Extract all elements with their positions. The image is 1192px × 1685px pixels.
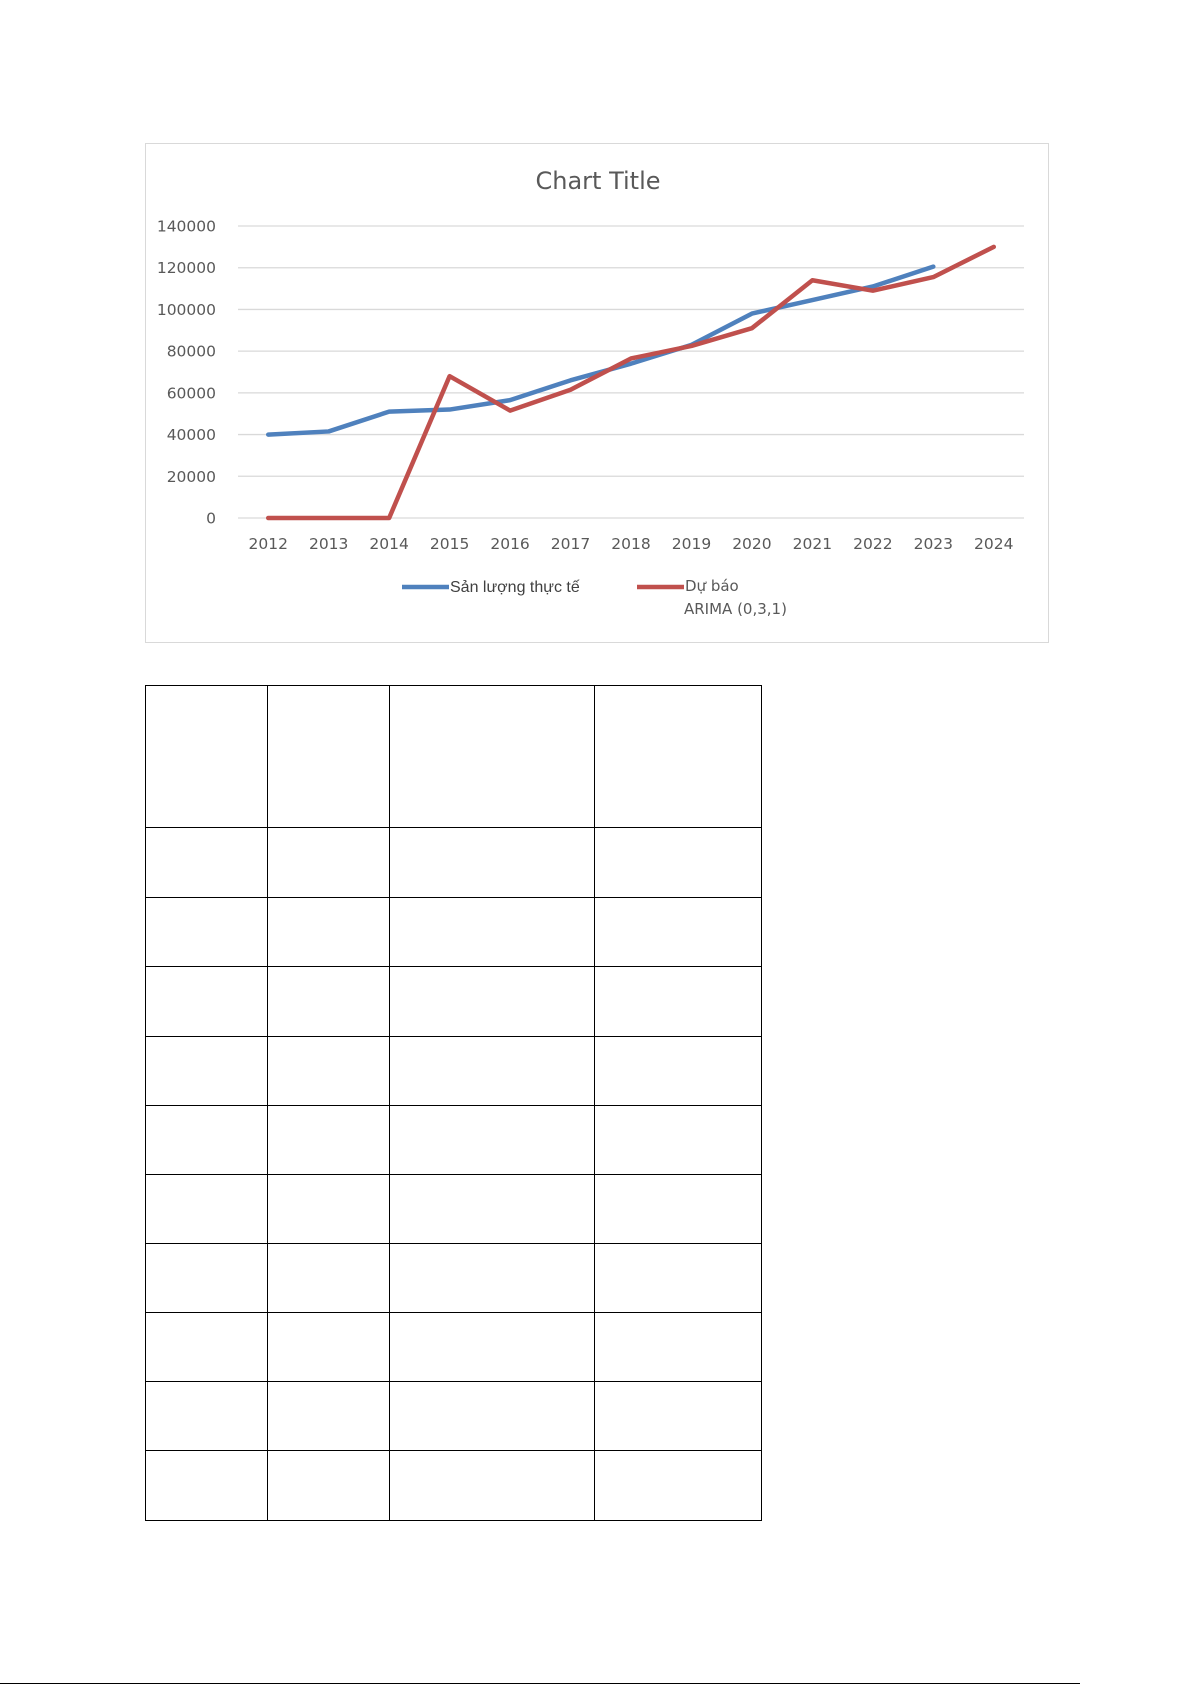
table-cell (267, 1450, 390, 1521)
table-cell (594, 1174, 762, 1244)
y-tick-label: 0 (206, 510, 216, 528)
table-cell (389, 1450, 595, 1521)
table-cell (267, 1312, 390, 1382)
x-tick-label: 2020 (732, 535, 771, 553)
table-cell (389, 1174, 595, 1244)
table-cell (594, 1450, 762, 1521)
table-cell (389, 1381, 595, 1451)
table-row (145, 1174, 762, 1244)
legend-label: Dự báo (685, 577, 739, 595)
table-row (145, 1105, 762, 1175)
table-cell (267, 1174, 390, 1244)
table-cell (594, 1105, 762, 1175)
x-tick-label: 2016 (490, 535, 529, 553)
gridlines (238, 225, 1024, 519)
legend-label: ARIMA (0,3,1) (684, 600, 787, 618)
table-cell (145, 897, 268, 967)
page-bottom-rule (0, 1683, 1080, 1684)
chart-title: Chart Title (535, 167, 660, 195)
x-tick-label: 2024 (974, 535, 1013, 553)
legend-label: Sản lượng thực tế (450, 579, 580, 596)
table-cell (267, 685, 390, 828)
table-cell (145, 1312, 268, 1382)
table-cell (145, 1381, 268, 1451)
y-tick-label: 120000 (157, 259, 216, 277)
table-cell (594, 897, 762, 967)
legend: Sản lượng thực tế Dự báo ARIMA (0,3,1) (402, 577, 787, 618)
table-cell (594, 685, 762, 828)
line-chart: 0 20000 40000 60000 80000 100000 120000 140000 … (145, 143, 1049, 643)
table-cell (267, 966, 390, 1037)
x-tick-label: 2013 (309, 535, 348, 553)
x-tick-label: 2012 (249, 535, 288, 553)
table-row (145, 966, 762, 1037)
table-cell (594, 966, 762, 1037)
table-row (145, 1243, 762, 1313)
table-cell (267, 1381, 390, 1451)
table-cell (267, 1243, 390, 1313)
table-row (145, 1381, 762, 1451)
table-cell (145, 1450, 268, 1521)
table-cell (594, 1036, 762, 1106)
empty-table (145, 685, 762, 1521)
x-tick-label: 2021 (793, 535, 832, 553)
x-tick-label: 2017 (551, 535, 590, 553)
table-row (145, 1450, 762, 1521)
table-cell (267, 1036, 390, 1106)
y-tick-label: 20000 (167, 468, 216, 486)
table-cell (267, 1105, 390, 1175)
table-cell (389, 685, 595, 828)
table-row (145, 1036, 762, 1106)
table-row (145, 1312, 762, 1382)
chart-canvas: 020000400006000080000100000120000140000 … (157, 167, 1024, 618)
table-cell (594, 827, 762, 898)
table-cell (389, 827, 595, 898)
x-axis-ticks: 2012 2013 2014 2015 2016 2017 2018 2019 2020 2021… (249, 535, 1014, 553)
y-tick-label: 140000 (157, 218, 216, 236)
table-cell (594, 1312, 762, 1382)
table-cell (145, 966, 268, 1037)
y-tick-label: 60000 (167, 384, 216, 402)
series-line-2 (265, 244, 997, 521)
table-row (145, 685, 762, 828)
table-cell (145, 1036, 268, 1106)
table-cell (389, 1105, 595, 1175)
table-row (145, 827, 762, 898)
series-lines (265, 244, 997, 521)
table-cell (267, 897, 390, 967)
x-tick-label: 2022 (853, 535, 892, 553)
table-cell (145, 1105, 268, 1175)
x-tick-label: 2015 (430, 535, 469, 553)
table-cell (389, 1036, 595, 1106)
y-axis-ticks: 0 20000 40000 60000 80000 100000 120000 140000 (157, 218, 216, 528)
table-cell (594, 1381, 762, 1451)
table-cell (145, 827, 268, 898)
x-tick-label: 2018 (611, 535, 650, 553)
y-tick-label: 80000 (167, 343, 216, 361)
x-tick-label: 2014 (369, 535, 408, 553)
y-tick-label: 40000 (167, 426, 216, 444)
y-tick-label: 100000 (157, 301, 216, 319)
x-tick-label: 2019 (672, 535, 711, 553)
table-cell (267, 827, 390, 898)
table-cell (145, 685, 268, 828)
table-cell (145, 1174, 268, 1244)
table-cell (389, 1243, 595, 1313)
table-cell (389, 966, 595, 1037)
table-cell (145, 1243, 268, 1313)
table-row (145, 897, 762, 967)
table-cell (389, 1312, 595, 1382)
table-cell (389, 897, 595, 967)
table-cell (594, 1243, 762, 1313)
x-tick-label: 2023 (914, 535, 953, 553)
